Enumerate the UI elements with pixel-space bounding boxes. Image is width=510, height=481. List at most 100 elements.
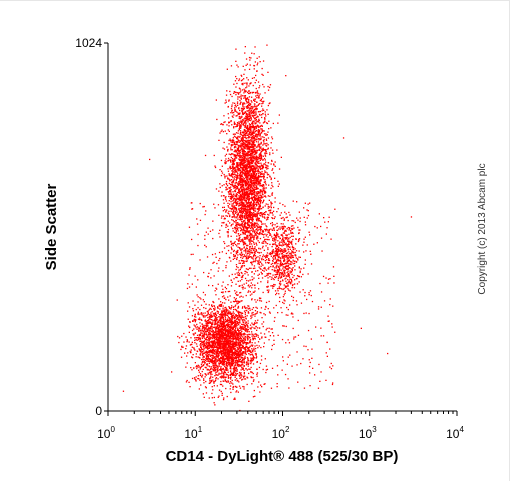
event-point [230,243,233,246]
event-point [254,130,256,132]
event-point [234,231,236,233]
event-point [259,114,261,116]
event-point [250,208,252,211]
event-point [251,173,253,176]
event-point [241,357,244,359]
event-point [220,354,223,356]
event-point [272,122,274,125]
event-point [265,191,267,194]
event-point [232,181,234,183]
event-point [243,232,245,234]
event-point [261,155,263,157]
event-point [219,337,221,339]
event-point [257,178,259,180]
event-point [248,267,251,269]
event-point [254,357,256,359]
event-point [242,65,244,67]
event-point [251,182,253,184]
event-point [249,237,251,239]
event-point [208,350,211,352]
event-point [246,175,249,177]
event-point [254,313,256,315]
event-point [261,242,263,244]
event-point [214,321,216,323]
event-point [250,114,252,117]
event-point [256,167,258,169]
event-point [239,133,241,135]
event-point [255,141,258,143]
event-point [265,166,267,168]
event-point [210,349,212,351]
event-point [255,152,257,154]
event-point [256,181,258,183]
event-point [259,200,261,202]
event-point [252,351,254,353]
event-point [270,187,272,189]
event-point [241,110,243,112]
event-point [221,323,223,326]
event-point [248,115,251,117]
event-point [237,239,239,241]
event-point [243,162,246,164]
event-point [248,85,250,87]
event-point [257,171,259,173]
event-point [245,214,247,216]
event-point [243,188,245,190]
event-point [257,168,259,170]
event-point [242,119,244,121]
event-point [256,215,258,217]
event-point [255,214,257,216]
event-point [201,370,203,373]
event-point [243,170,245,172]
event-point [201,332,203,334]
event-point [258,145,261,147]
event-point [253,176,255,178]
event-point [233,354,236,357]
event-point [226,146,228,148]
event-point [212,313,215,315]
event-point [252,359,254,361]
event-point [250,186,252,188]
event-point [258,172,260,175]
event-point [252,314,254,316]
event-point [229,363,231,365]
event-point [241,185,243,187]
event-point [237,218,239,220]
event-point [263,199,265,201]
event-point [261,129,263,131]
event-point [224,162,226,164]
event-point [204,312,206,314]
event-point [266,174,269,176]
event-point [230,330,232,332]
event-point [240,300,242,302]
event-point [228,357,230,359]
event-point [261,116,263,119]
event-point [252,344,254,346]
event-point [247,150,249,153]
event-point [242,95,244,97]
event-point [256,260,259,262]
event-point [216,352,219,354]
event-point [240,227,242,229]
event-point [254,126,256,128]
event-point [258,129,261,131]
event-point [240,143,242,145]
event-point [239,330,241,332]
event-point [257,141,259,143]
event-point [241,213,243,215]
event-point [270,177,272,179]
event-point [234,200,236,202]
event-point [252,129,255,131]
event-point [239,91,241,94]
event-point [228,290,231,293]
event-point [239,179,242,181]
event-point [262,176,265,178]
event-point [243,92,245,94]
event-point [239,200,241,202]
event-point [228,121,231,123]
event-point [241,300,243,302]
event-point [253,106,255,108]
event-point [229,159,231,161]
event-point [246,192,248,194]
event-point [209,381,212,383]
